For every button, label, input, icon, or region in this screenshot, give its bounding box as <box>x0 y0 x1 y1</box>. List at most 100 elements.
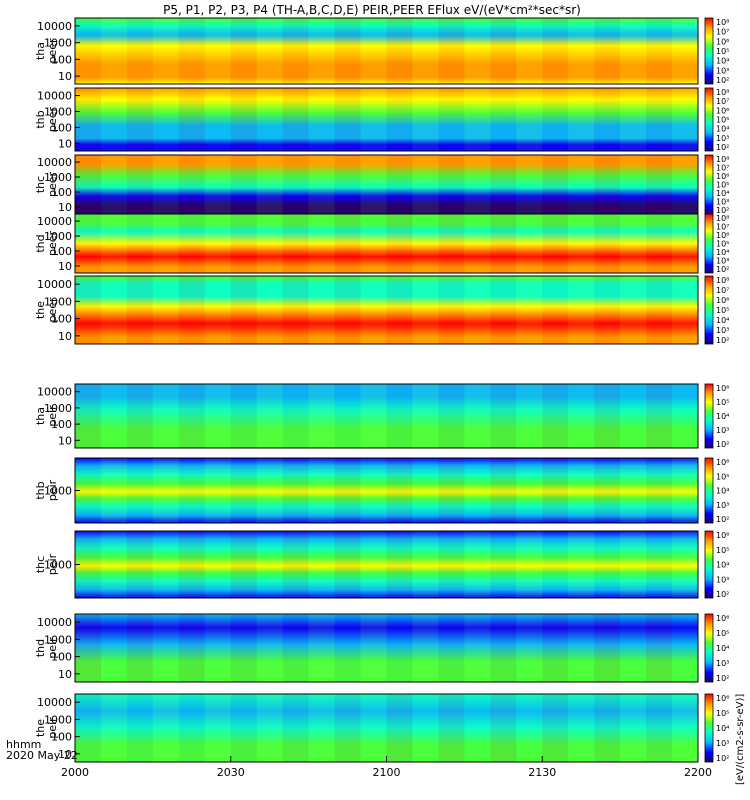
panel-species-label: peir <box>46 405 59 427</box>
colorbar-tick-label: 10⁸ <box>716 276 729 285</box>
figure-title: P5, P1, P2, P3, P4 (TH-A,B,C,D,E) PEIR,P… <box>163 3 581 17</box>
colorbar-tick-label: 10⁴ <box>716 724 729 733</box>
colorbar-tick-label: 10³ <box>716 134 729 143</box>
flux-modulation-strip <box>672 214 698 273</box>
panel-thb-peer: 10 100 1000 10000 thb peer 10²10³10⁴10⁵10⁶10⁷1… <box>34 87 729 152</box>
flux-modulation-strip <box>282 614 309 682</box>
flux-modulation-strip <box>256 276 283 344</box>
flux-modulation-strip <box>152 458 179 523</box>
flux-modulation-strip <box>230 458 257 523</box>
flux-modulation-strip <box>360 18 387 84</box>
flux-modulation-strip <box>152 88 179 151</box>
colorbar <box>704 457 714 524</box>
colorbar-tick-label: 10⁶ <box>716 614 729 623</box>
colorbar <box>704 275 714 345</box>
flux-modulation-strip <box>672 458 698 523</box>
flux-modulation-strip <box>542 614 569 682</box>
flux-modulation-strip <box>542 155 569 214</box>
flux-modulation-strip <box>412 214 439 273</box>
colorbar-tick-label: 10⁶ <box>716 106 729 115</box>
flux-modulation-strip <box>360 694 387 762</box>
flux-modulation-strip <box>542 458 569 523</box>
flux-modulation-strip <box>75 384 101 448</box>
flux-modulation-strip <box>490 694 517 762</box>
flux-modulation-strip <box>334 614 361 682</box>
panel-frame <box>74 87 699 152</box>
y-tick-label: 10000 <box>37 386 72 399</box>
y-tick-label: 10 <box>58 434 72 447</box>
flux-modulation-strip <box>568 384 595 448</box>
time-axis-date-label: 2020 May 22 <box>6 749 78 762</box>
flux-modulation-strip <box>412 276 439 344</box>
flux-modulation-strip <box>620 531 647 598</box>
spectrogram-image <box>75 614 698 682</box>
flux-modulation-strip <box>308 531 335 598</box>
flux-modulation-strip <box>282 458 309 523</box>
flux-modulation-strip <box>308 214 335 273</box>
flux-modulation-strip <box>672 384 698 448</box>
flux-modulation-strip <box>230 88 257 151</box>
panel-probe-label: tha <box>34 407 47 425</box>
colorbar-caption: [eV/(cm2-s-sr-eV)] <box>735 694 746 785</box>
colorbar <box>704 17 714 85</box>
flux-modulation-strip <box>282 155 309 214</box>
y-tick-label: 10000 <box>37 278 72 291</box>
flux-modulation-strip <box>516 276 543 344</box>
colorbar <box>704 213 714 274</box>
separator-band <box>75 350 698 380</box>
flux-modulation-strip <box>75 694 101 762</box>
colorbar-tick-label: 10⁵ <box>716 546 729 555</box>
flux-modulation-strip <box>256 214 283 273</box>
spectrogram-image <box>75 88 698 151</box>
flux-modulation-strip <box>256 155 283 214</box>
flux-modulation-strip <box>126 214 153 273</box>
flux-modulation-strip <box>75 155 101 214</box>
y-tick-label: 10000 <box>37 90 72 103</box>
colorbar <box>704 87 714 152</box>
panel-tha-peir: 10 100 1000 10000 tha peir 10² 10³ 10⁴ 10⁵ 10⁶ <box>34 383 729 449</box>
colorbar-tick-label: 10⁵ <box>716 306 729 315</box>
y-tick-label: 1000 <box>44 106 72 119</box>
y-tick-label: 10000 <box>37 696 72 709</box>
colorbar <box>704 530 714 599</box>
flux-modulation-strip <box>178 531 205 598</box>
colorbar-tick-label: 10⁵ <box>716 398 729 407</box>
flux-modulation-strip <box>542 384 569 448</box>
y-tick-label: 100 <box>51 245 72 258</box>
colorbar <box>704 383 714 449</box>
colorbar-tick-label: 10² <box>716 674 729 683</box>
flux-modulation-strip <box>256 458 283 523</box>
y-tick-label: 100 <box>51 186 72 199</box>
flux-modulation-strip <box>464 531 491 598</box>
flux-modulation-strip <box>620 458 647 523</box>
flux-modulation-strip <box>594 531 621 598</box>
flux-modulation-strip <box>594 18 621 84</box>
flux-modulation-strip <box>334 276 361 344</box>
colorbar-tick-label: 10⁶ <box>716 231 729 240</box>
y-tick-label: 10000 <box>37 20 72 33</box>
colorbar-tick-label: 10⁵ <box>716 709 729 718</box>
colorbar-tick-label: 10³ <box>716 426 729 435</box>
flux-modulation-strip <box>204 88 231 151</box>
flux-modulation-strip <box>646 18 673 84</box>
spectrogram-image <box>75 18 698 84</box>
flux-modulation-strip <box>438 694 465 762</box>
panel-species-label: peir <box>46 637 59 659</box>
colorbar-tick-label: 10³ <box>716 739 729 748</box>
flux-modulation-strip <box>412 531 439 598</box>
panel-species-label: peer <box>46 297 59 323</box>
flux-modulation-strip <box>282 88 309 151</box>
flux-modulation-strip <box>594 458 621 523</box>
flux-modulation-strip <box>126 694 153 762</box>
y-tick-label: 1000 <box>44 171 72 184</box>
y-tick-label: 10 <box>58 260 72 273</box>
flux-modulation-strip <box>672 88 698 151</box>
panel-species-label: peer <box>46 231 59 257</box>
flux-modulation-strip <box>386 155 413 214</box>
colorbar-tick-label: 10² <box>716 76 729 85</box>
flux-modulation-strip <box>230 214 257 273</box>
flux-modulation-strip <box>542 694 569 762</box>
